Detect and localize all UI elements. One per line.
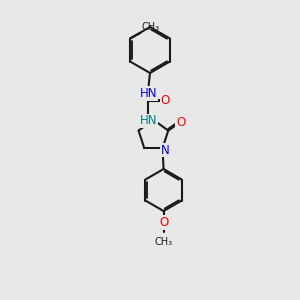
Text: CH₃: CH₃ — [142, 22, 160, 32]
Text: CH₃: CH₃ — [154, 237, 172, 247]
Text: O: O — [161, 94, 170, 107]
Text: HN: HN — [140, 87, 157, 100]
Text: O: O — [176, 116, 185, 129]
Text: O: O — [159, 216, 168, 229]
Text: HN: HN — [140, 115, 157, 128]
Text: N: N — [161, 143, 170, 157]
